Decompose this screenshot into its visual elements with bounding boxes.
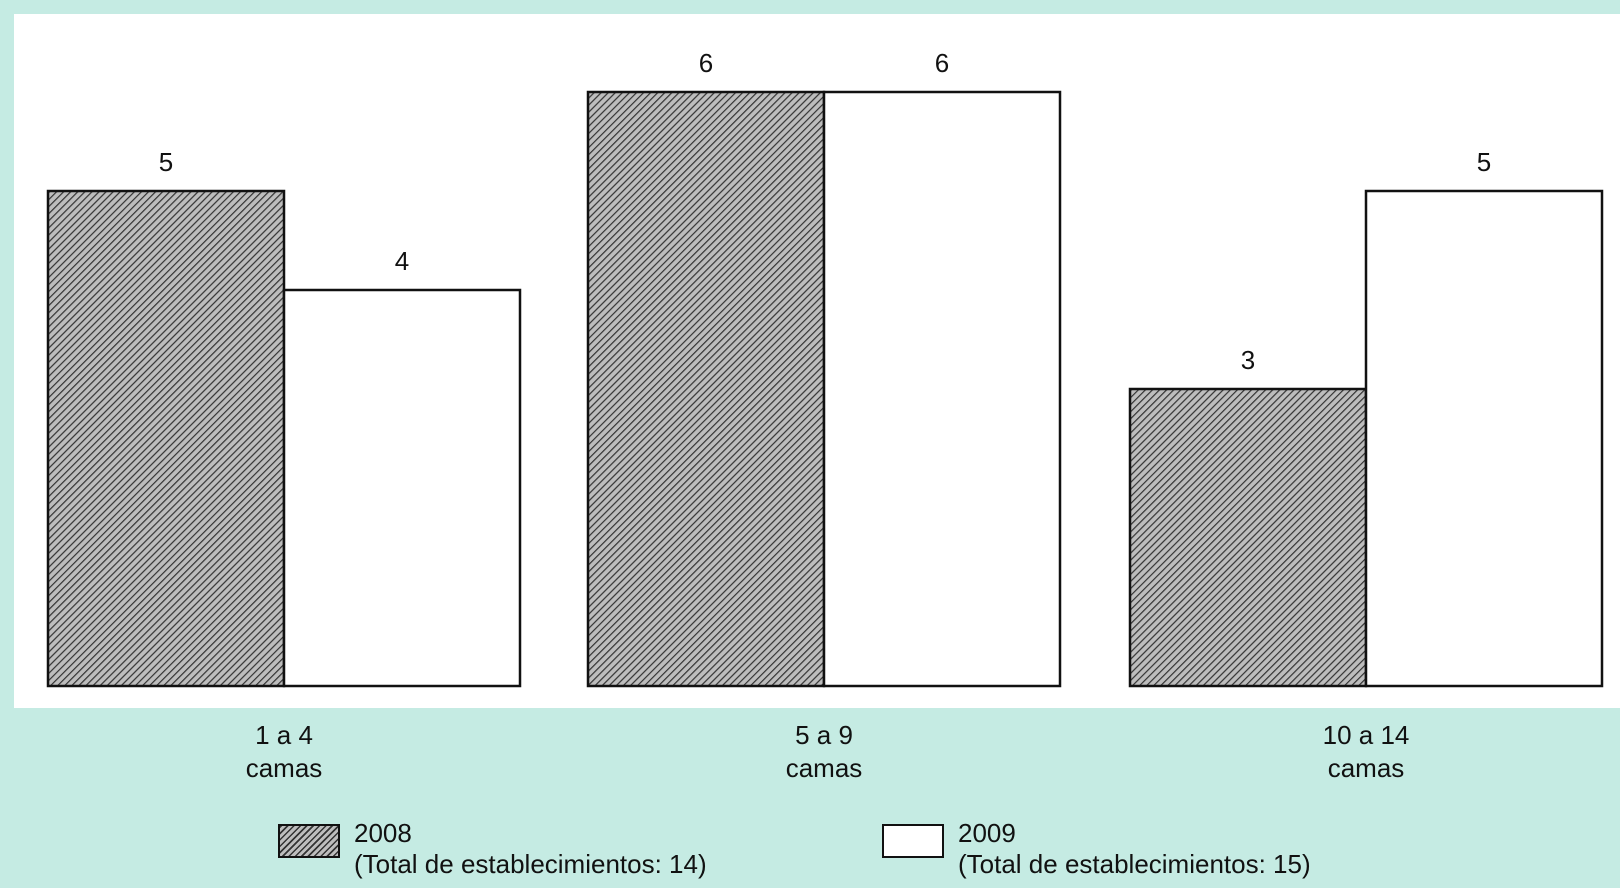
legend-label-2009: 2009 — [958, 818, 1016, 848]
category-label-2-line-0: 10 a 14 — [1323, 720, 1410, 750]
category-label-1-line-0: 5 a 9 — [795, 720, 853, 750]
category-label-2-line-1: camas — [1328, 753, 1405, 783]
bar-2009-0 — [282, 288, 522, 688]
legend-label-2008: 2008 — [354, 818, 412, 848]
category-label-0-line-0: 1 a 4 — [255, 720, 313, 750]
bar-2009-1 — [822, 90, 1062, 688]
data-label-2009-0: 4 — [395, 246, 409, 276]
bars-group — [46, 90, 1604, 688]
legend-text-2009: 2009 (Total de establecimientos: 15) — [958, 818, 1311, 880]
bar-2008-1 — [586, 90, 826, 688]
data-label-2008-2: 3 — [1241, 345, 1255, 375]
data-label-2008-0: 5 — [159, 147, 173, 177]
bar-2009-2 — [1364, 189, 1604, 688]
category-label-1-line-1: camas — [786, 753, 863, 783]
data-label-2009-2: 5 — [1477, 147, 1491, 177]
legend-text-2008: 2008 (Total de establecimientos: 14) — [354, 818, 707, 880]
legend-item-2009: 2009 (Total de establecimientos: 15) — [882, 818, 1311, 880]
legend-item-2008: 2008 (Total de establecimientos: 14) — [278, 818, 707, 880]
data-label-2009-1: 6 — [935, 48, 949, 78]
value-labels-group: 5 4 6 6 3 5 — [159, 48, 1491, 375]
data-label-2008-1: 6 — [699, 48, 713, 78]
category-label-0-line-1: camas — [246, 753, 323, 783]
bar-2008-2 — [1128, 387, 1368, 688]
legend-swatch-2009 — [882, 824, 944, 858]
legend-note-2009: (Total de establecimientos: 15) — [958, 849, 1311, 879]
bar-2008-0 — [46, 189, 286, 688]
legend-note-2008: (Total de establecimientos: 14) — [354, 849, 707, 879]
legend-swatch-2008 — [278, 824, 340, 858]
